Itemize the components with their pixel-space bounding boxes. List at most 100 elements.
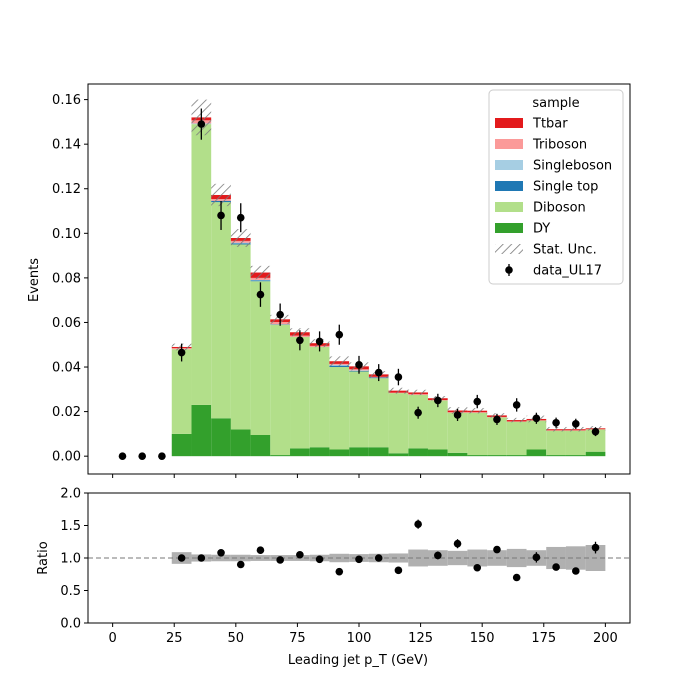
- main-y-tick-label: 0.14: [52, 138, 81, 153]
- ratio-y-tick-label: 1.5: [60, 519, 81, 534]
- ratio-point: [355, 555, 363, 564]
- x-axis-label: Leading jet p_T (GeV): [288, 653, 428, 668]
- x-tick-label: 25: [166, 631, 183, 646]
- data-point: [552, 418, 560, 427]
- legend-swatch-diboson: [495, 202, 523, 212]
- data-point: [355, 361, 363, 369]
- stat-unc-band: [388, 387, 409, 394]
- x-tick-label: 100: [347, 631, 372, 646]
- bar-diboson: [388, 393, 409, 454]
- bar-dy: [447, 452, 468, 457]
- ratio-y-axis-label: Ratio: [36, 541, 51, 574]
- data-point: [158, 452, 166, 460]
- bar-diboson: [447, 412, 468, 453]
- legend-swatch-ttbar: [495, 118, 523, 128]
- legend-marker-data-ul17: [505, 266, 513, 274]
- x-tick-label: 150: [470, 631, 495, 646]
- bar-dy: [309, 447, 330, 457]
- ratio-point: [335, 567, 344, 576]
- ratio-point: [434, 551, 442, 560]
- ratio-unc-band: [467, 549, 488, 567]
- bar-dy: [506, 455, 527, 457]
- bar-diboson: [171, 349, 192, 434]
- bar-dy: [427, 449, 448, 457]
- bar-diboson: [408, 394, 428, 449]
- data-point: [118, 452, 127, 460]
- bar-dy: [546, 455, 566, 457]
- legend-frame: [488, 89, 624, 285]
- bar-dy: [211, 418, 231, 457]
- data-point: [197, 120, 206, 128]
- bar-dy: [467, 455, 488, 457]
- ratio-point: [532, 553, 541, 562]
- legend-label-ttbar: Ttbar: [532, 117, 568, 132]
- bar-diboson: [506, 421, 527, 456]
- bar-diboson: [329, 367, 350, 450]
- x-tick-label: 125: [408, 631, 433, 646]
- legend: sample Ttbar Triboson Singleboson Single to…: [488, 89, 624, 285]
- bar-diboson: [309, 346, 330, 448]
- data-point: [276, 310, 284, 319]
- data-point: [217, 211, 225, 220]
- ratio-point: [236, 560, 245, 569]
- bar-diboson: [230, 244, 251, 430]
- legend-label-triboson: Triboson: [532, 138, 587, 153]
- ratio-y-tick-label: 1.0: [60, 552, 81, 567]
- ratio-point: [217, 549, 225, 557]
- data-point: [335, 330, 344, 339]
- bar-diboson: [565, 430, 586, 456]
- bar-dy: [191, 404, 212, 457]
- ratio-y-tick-label: 0.0: [60, 617, 81, 632]
- main-y-tick-label: 0.00: [52, 450, 81, 465]
- data-point: [236, 213, 245, 222]
- x-tick-label: 175: [531, 631, 556, 646]
- ratio-point: [591, 543, 600, 552]
- x-tick-label: 75: [289, 631, 306, 646]
- ratio-point: [296, 550, 304, 559]
- bar-diboson: [526, 420, 547, 450]
- bar-diboson: [368, 378, 389, 448]
- bar-dy: [526, 449, 547, 457]
- data-point: [512, 401, 521, 409]
- bar-diboson: [487, 417, 507, 456]
- main-y-axis-label: Events: [27, 258, 42, 302]
- data-point: [453, 411, 462, 419]
- data-point: [532, 414, 541, 423]
- bar-dy: [250, 435, 271, 457]
- data-point: [177, 348, 186, 357]
- bar-dy: [290, 448, 310, 457]
- bar-single-top: [329, 365, 350, 368]
- data-point: [434, 396, 442, 405]
- stat-unc-band: [506, 417, 527, 423]
- main-y-tick-label: 0.12: [52, 182, 81, 197]
- bar-dy: [408, 448, 428, 457]
- legend-swatch-singleboson: [495, 160, 523, 170]
- bar-diboson: [546, 430, 566, 456]
- ratio-unc-band: [388, 553, 409, 563]
- stat-unc-band: [230, 229, 251, 247]
- bar-diboson: [585, 429, 606, 452]
- main-y-tick-label: 0.06: [52, 316, 81, 331]
- data-point: [394, 373, 403, 381]
- data-point: [572, 420, 580, 428]
- ratio-point: [197, 554, 206, 562]
- stat-unc-band: [467, 408, 488, 414]
- stat-unc-band: [329, 356, 350, 367]
- data-point: [374, 368, 383, 377]
- ratio-point: [512, 573, 521, 582]
- bar-dy: [349, 447, 369, 457]
- stat-unc-band: [408, 389, 428, 396]
- data-point: [473, 397, 482, 406]
- ratio-point: [177, 554, 186, 562]
- bar-dy: [388, 453, 409, 457]
- legend-label-singleboson: Singleboson: [533, 159, 612, 174]
- bar-diboson: [270, 324, 291, 456]
- stat-unc-band: [546, 426, 566, 432]
- legend-swatch-triboson: [495, 139, 523, 149]
- ratio-point: [276, 556, 284, 564]
- data-point: [138, 452, 146, 460]
- ratio-point: [493, 545, 501, 554]
- bar-dy: [230, 429, 251, 457]
- legend-swatch-single-top: [495, 181, 523, 191]
